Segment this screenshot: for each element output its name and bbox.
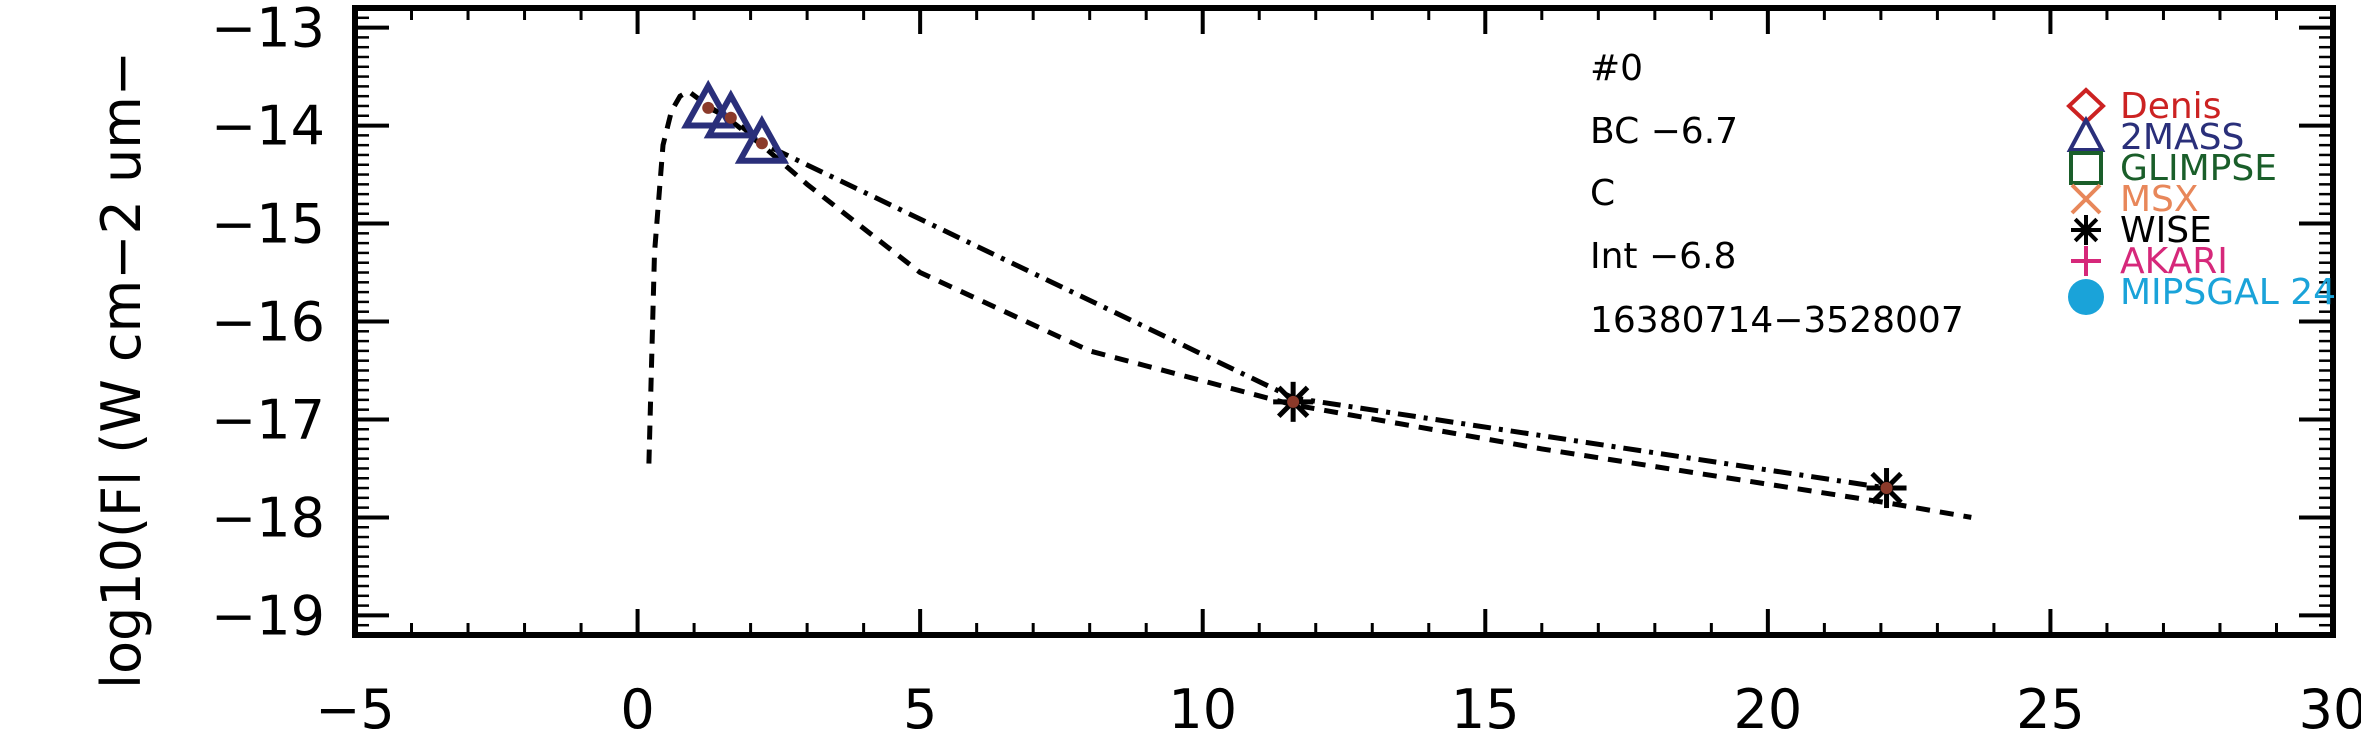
y-tick-label: −18: [211, 486, 325, 549]
y-tick-labels: −13 −14 −15 −16 −17 −18 −19: [211, 0, 325, 647]
point-dot: [724, 111, 737, 124]
legend-label: GLIMPSE: [2120, 148, 2277, 189]
point-2mass: [703, 89, 758, 139]
triangle-icon: [2066, 115, 2106, 152]
circle-icon: [2068, 279, 2104, 315]
x-tick-label: 20: [1733, 678, 1802, 741]
y-tick-label: −16: [211, 291, 325, 354]
legend-entry: Denis: [2066, 86, 2221, 127]
asterisk-icon: [2073, 217, 2099, 243]
legend-label: 2MASS: [2120, 117, 2244, 158]
annotation-line: Int −6.8: [1590, 236, 1736, 277]
x-tick-label: 10: [1168, 678, 1237, 741]
legend-entry: MIPSGAL 24: [2068, 272, 2336, 315]
y-tick-label: −13: [211, 0, 325, 60]
annotation-line: C: [1590, 173, 1615, 214]
point-dot: [1287, 395, 1300, 408]
x-tick-label: −5: [315, 678, 395, 741]
x-tick-label: 5: [903, 678, 937, 741]
dashdot-fit-curve: [707, 105, 1887, 491]
square-icon: [2069, 151, 2103, 185]
legend-entry: AKARI: [2071, 241, 2228, 282]
x-tick-label: 30: [2299, 678, 2361, 741]
legend-label: MIPSGAL 24: [2120, 272, 2336, 313]
legend-label: Denis: [2120, 86, 2221, 127]
axis-ticks: [353, 6, 2335, 637]
dashed-model-curve: [646, 88, 1972, 520]
point-dot: [755, 137, 768, 150]
point-2mass: [734, 115, 790, 164]
annotation-line: #0: [1590, 48, 1643, 89]
point-2mass: [681, 79, 736, 129]
y-tick-label: −19: [211, 584, 325, 647]
y-tick-label: −15: [211, 193, 325, 256]
x-tick-labels: −5 0 5 10 15 20 25 30: [315, 678, 2361, 741]
legend-entry: 2MASS: [2066, 115, 2244, 158]
legend-entry: GLIMPSE: [2069, 148, 2277, 189]
x-tick-label: 25: [2016, 678, 2085, 741]
point-dot: [1880, 482, 1893, 495]
annotation-line: BC −6.7: [1590, 111, 1738, 152]
data-points: [681, 79, 1907, 509]
x-icon: [2070, 183, 2102, 215]
y-axis-label: log10(Fl (W cm−2 um−: [90, 51, 153, 689]
legend-entry: MSX: [2070, 179, 2199, 220]
legend-label: WISE: [2120, 210, 2212, 251]
annotation-line: 16380714−3528007: [1590, 300, 1964, 341]
plot-frame: [352, 5, 2336, 638]
y-tick-label: −14: [211, 95, 325, 158]
point-dot: [702, 101, 715, 114]
y-tick-label: −17: [211, 388, 325, 451]
legend-label: AKARI: [2120, 241, 2228, 282]
plot-border: [352, 5, 2336, 638]
legend-label: MSX: [2120, 179, 2199, 220]
annotation-block: #0 BC −6.7 C Int −6.8 16380714−3528007: [1590, 48, 1964, 341]
legend-entry: WISE: [2071, 210, 2212, 251]
x-tick-label: 0: [620, 678, 654, 741]
x-tick-label: 15: [1451, 678, 1520, 741]
